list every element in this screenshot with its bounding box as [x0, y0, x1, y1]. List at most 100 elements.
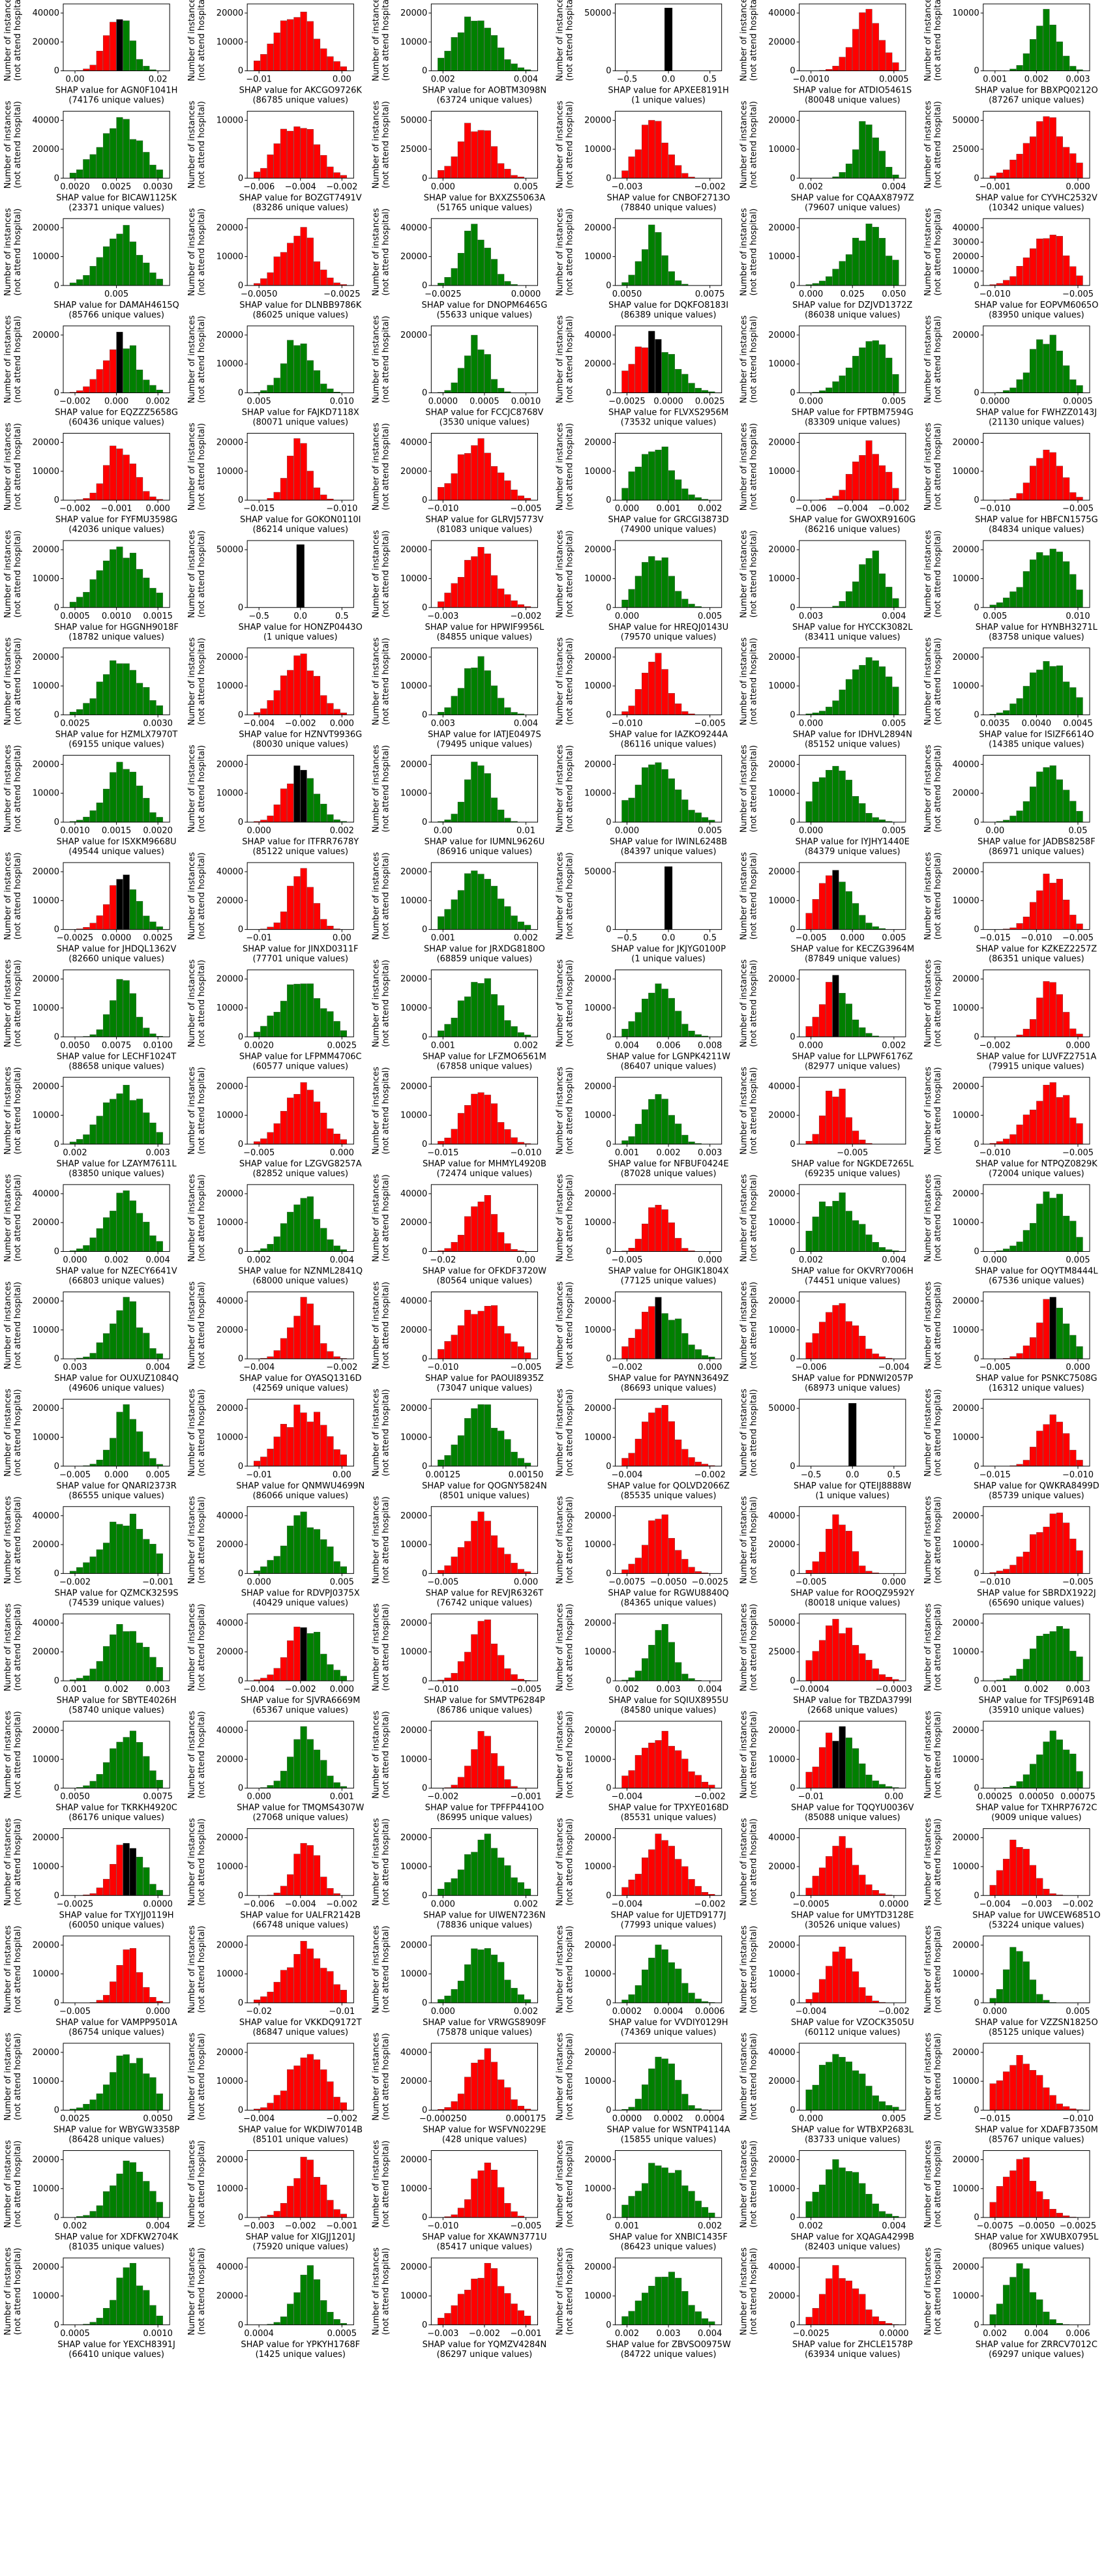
x-tick-label: 0.005	[698, 612, 722, 621]
histogram-bar	[320, 1876, 327, 1896]
unique-values-label: (21130 unique values)	[989, 418, 1084, 428]
histogram-bar	[634, 688, 642, 715]
histogram-bar	[300, 769, 307, 823]
histogram-bar	[634, 1123, 642, 1145]
y-axis-label: Number of instances	[739, 1496, 749, 1584]
y-axis-label-line2: (not attend hospital)	[933, 101, 943, 188]
histogram-bar	[1003, 597, 1010, 608]
histogram-bar	[996, 283, 1003, 286]
y-axis-label-line2: (not attend hospital)	[197, 1604, 207, 1691]
y-tick-label: 10000	[952, 1540, 979, 1550]
y-tick-label: 10000	[216, 37, 243, 47]
histogram-bar	[826, 1312, 833, 1359]
histogram-bar	[845, 1211, 852, 1252]
histogram-panel: Number of instances (not attend hospital)…	[556, 1067, 729, 1179]
y-axis-label-line2: (not attend hospital)	[933, 423, 943, 511]
histogram-bar	[280, 1423, 287, 1466]
x-axis-label: SHAP value for LZGVG8257A	[239, 1159, 362, 1169]
x-axis-label: SHAP value for EOPVM6065O	[974, 301, 1098, 310]
histogram-bar	[116, 663, 123, 715]
histogram-bar	[892, 62, 899, 71]
histogram-bar	[845, 891, 852, 930]
histogram-bar	[628, 1563, 635, 1574]
histogram-bar	[865, 125, 873, 179]
histogram-bar	[826, 2169, 833, 2218]
unique-values-label: (1 unique values)	[631, 96, 706, 106]
histogram-bar	[1030, 1019, 1037, 1037]
x-axis-label: SHAP value for QZMCK3259S	[55, 1588, 179, 1598]
y-axis-label-line2: (not attend hospital)	[749, 638, 759, 725]
x-tick-label: 0.005	[146, 1470, 170, 1480]
histogram-bar	[69, 602, 76, 608]
histogram-panel: Number of instances (not attend hospital)…	[923, 1818, 1101, 1930]
histogram-bar	[110, 1748, 117, 1788]
histogram-bar	[143, 1756, 150, 1788]
y-tick-label: 50000	[952, 116, 979, 126]
histogram-panel: Number of instances (not attend hospital)…	[187, 208, 362, 320]
histogram-bar	[477, 983, 485, 1037]
histogram-bar	[675, 165, 682, 179]
histogram-panel: Number of instances (not attend hospital)…	[187, 2140, 357, 2252]
y-tick-label: 0	[238, 281, 243, 291]
y-axis-label-line2: (not attend hospital)	[13, 316, 23, 403]
histogram-bar	[675, 1237, 682, 1252]
y-tick-label: 20000	[33, 653, 59, 662]
unique-values-label: (83309 unique values)	[805, 418, 901, 428]
x-tick-label: 0.0000	[879, 1899, 909, 1909]
y-tick-label: 0	[422, 1569, 427, 1578]
histogram-bar	[648, 1306, 655, 1359]
histogram-bar	[1063, 55, 1070, 71]
histogram-bar	[1016, 587, 1023, 608]
histogram-bar	[280, 1771, 287, 1788]
y-tick-label: 10000	[768, 252, 795, 262]
histogram-bar	[477, 1511, 485, 1574]
histogram-bar	[123, 1526, 130, 1574]
histogram-panel: Number of instances (not attend hospital)…	[3, 1389, 177, 1501]
histogram-bar	[314, 2279, 321, 2325]
x-tick-label: −0.005	[510, 1363, 541, 1372]
unique-values-label: (72474 unique values)	[437, 1169, 533, 1179]
histogram-bar	[818, 1201, 826, 1252]
histogram-bar	[852, 149, 859, 179]
histogram-bar	[451, 1673, 458, 1681]
histogram-bar	[464, 1105, 471, 1145]
histogram-bar	[1030, 2292, 1037, 2325]
histogram-bar	[110, 239, 117, 286]
histogram-bar	[845, 1531, 852, 1574]
x-tick-label: 0.0005	[327, 2329, 357, 2339]
unique-values-label: (80564 unique values)	[437, 1277, 533, 1286]
plot-frame	[983, 1184, 1090, 1252]
histogram-bar	[444, 707, 451, 715]
x-axis-label: SHAP value for IATJE0497S	[428, 730, 541, 739]
histogram-bar	[110, 660, 117, 715]
histogram-bar	[805, 2317, 813, 2325]
y-tick-label: 20000	[33, 1297, 59, 1307]
histogram-panel: Number of instances (not attend hospital)…	[3, 2247, 175, 2360]
histogram-bar	[621, 711, 629, 715]
y-tick-label: 10000	[584, 1540, 611, 1550]
plot-frame	[983, 1076, 1090, 1145]
unique-values-label: (77993 unique values)	[621, 1920, 717, 1930]
histogram-bar	[471, 2279, 478, 2325]
histogram-bar	[156, 1780, 163, 1788]
x-axis-label: SHAP value for SJVRA6669M	[241, 1696, 360, 1706]
histogram-bar	[293, 17, 301, 71]
histogram-bar	[327, 1775, 334, 1788]
histogram-bar	[260, 708, 267, 715]
x-tick-label: −0.005	[1062, 1577, 1094, 1587]
histogram-bar	[102, 133, 110, 179]
histogram-bar	[818, 1552, 826, 1574]
x-tick-label: −0.010	[979, 504, 1011, 514]
histogram-bar	[1063, 1522, 1070, 1574]
x-tick-label: 0.006	[656, 1041, 680, 1050]
y-tick-label: 0	[974, 1998, 979, 2008]
y-tick-label: 0	[974, 1891, 979, 1901]
x-axis-label: SHAP value for UWCEW6851O	[972, 1910, 1100, 1920]
histogram-bar	[143, 578, 150, 608]
x-tick-label: 0.02	[149, 75, 168, 85]
histogram-bar	[628, 1994, 635, 2004]
histogram-bar	[1076, 810, 1083, 823]
x-axis-label: SHAP value for JRXDG8180O	[424, 945, 545, 955]
histogram-bar	[675, 2277, 682, 2325]
y-tick-label: 40000	[400, 223, 427, 233]
